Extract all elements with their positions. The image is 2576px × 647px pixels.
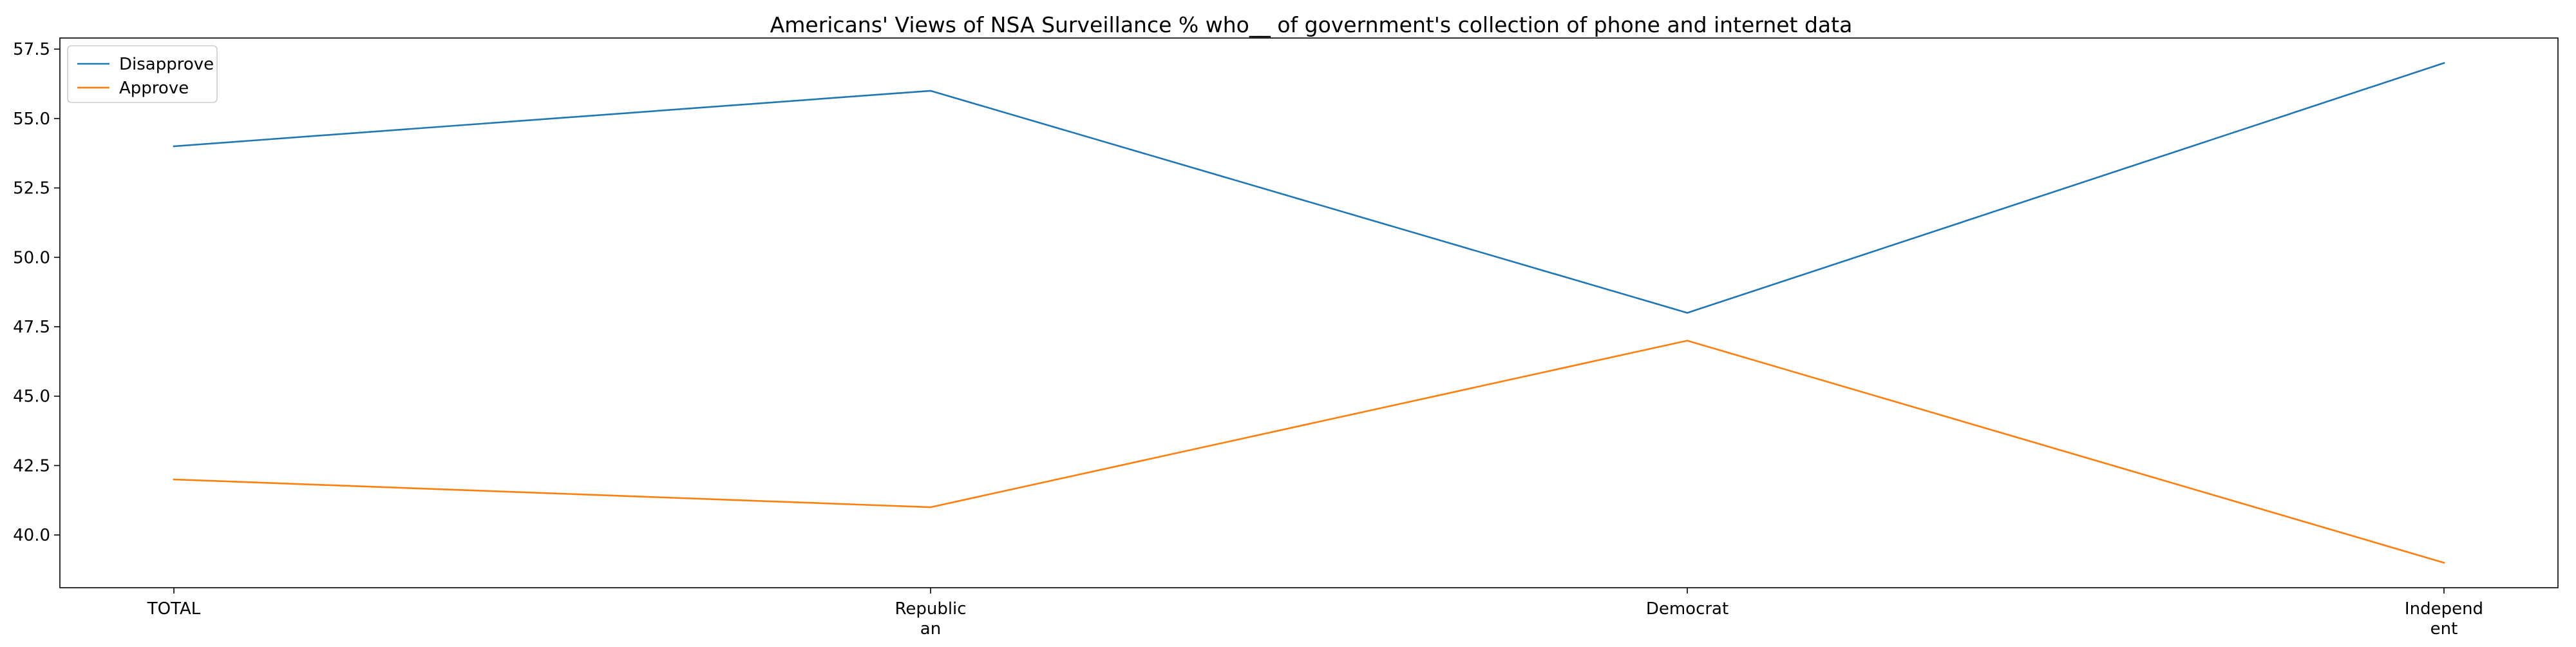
legend-label-approve: Approve [119,79,189,98]
x-tick-label: TOTAL [147,599,201,619]
x-tick-label-line: Republic [895,599,966,619]
y-tick-label: 47.5 [13,318,50,337]
y-tick-label: 55.0 [13,110,50,129]
y-tick-label: 57.5 [13,40,50,59]
chart-title: Americans' Views of NSA Surveillance % w… [770,12,1853,37]
x-tick-label-line: an [920,619,941,639]
legend: Disapprove Approve [68,46,217,102]
x-tick-label-line: TOTAL [147,599,201,619]
y-tick-label: 45.0 [13,387,50,407]
legend-label-disapprove: Disapprove [119,55,214,74]
y-tick-label: 50.0 [13,248,50,267]
x-tick-label-line: Democrat [1646,599,1728,619]
x-tick-label-line: Independ [2405,599,2483,619]
x-tick-label: Democrat [1646,599,1728,619]
y-tick-label: 42.5 [13,456,50,476]
x-tick-label-line: ent [2430,619,2458,639]
y-tick-label: 52.5 [13,179,50,198]
y-tick-label: 40.0 [13,526,50,545]
